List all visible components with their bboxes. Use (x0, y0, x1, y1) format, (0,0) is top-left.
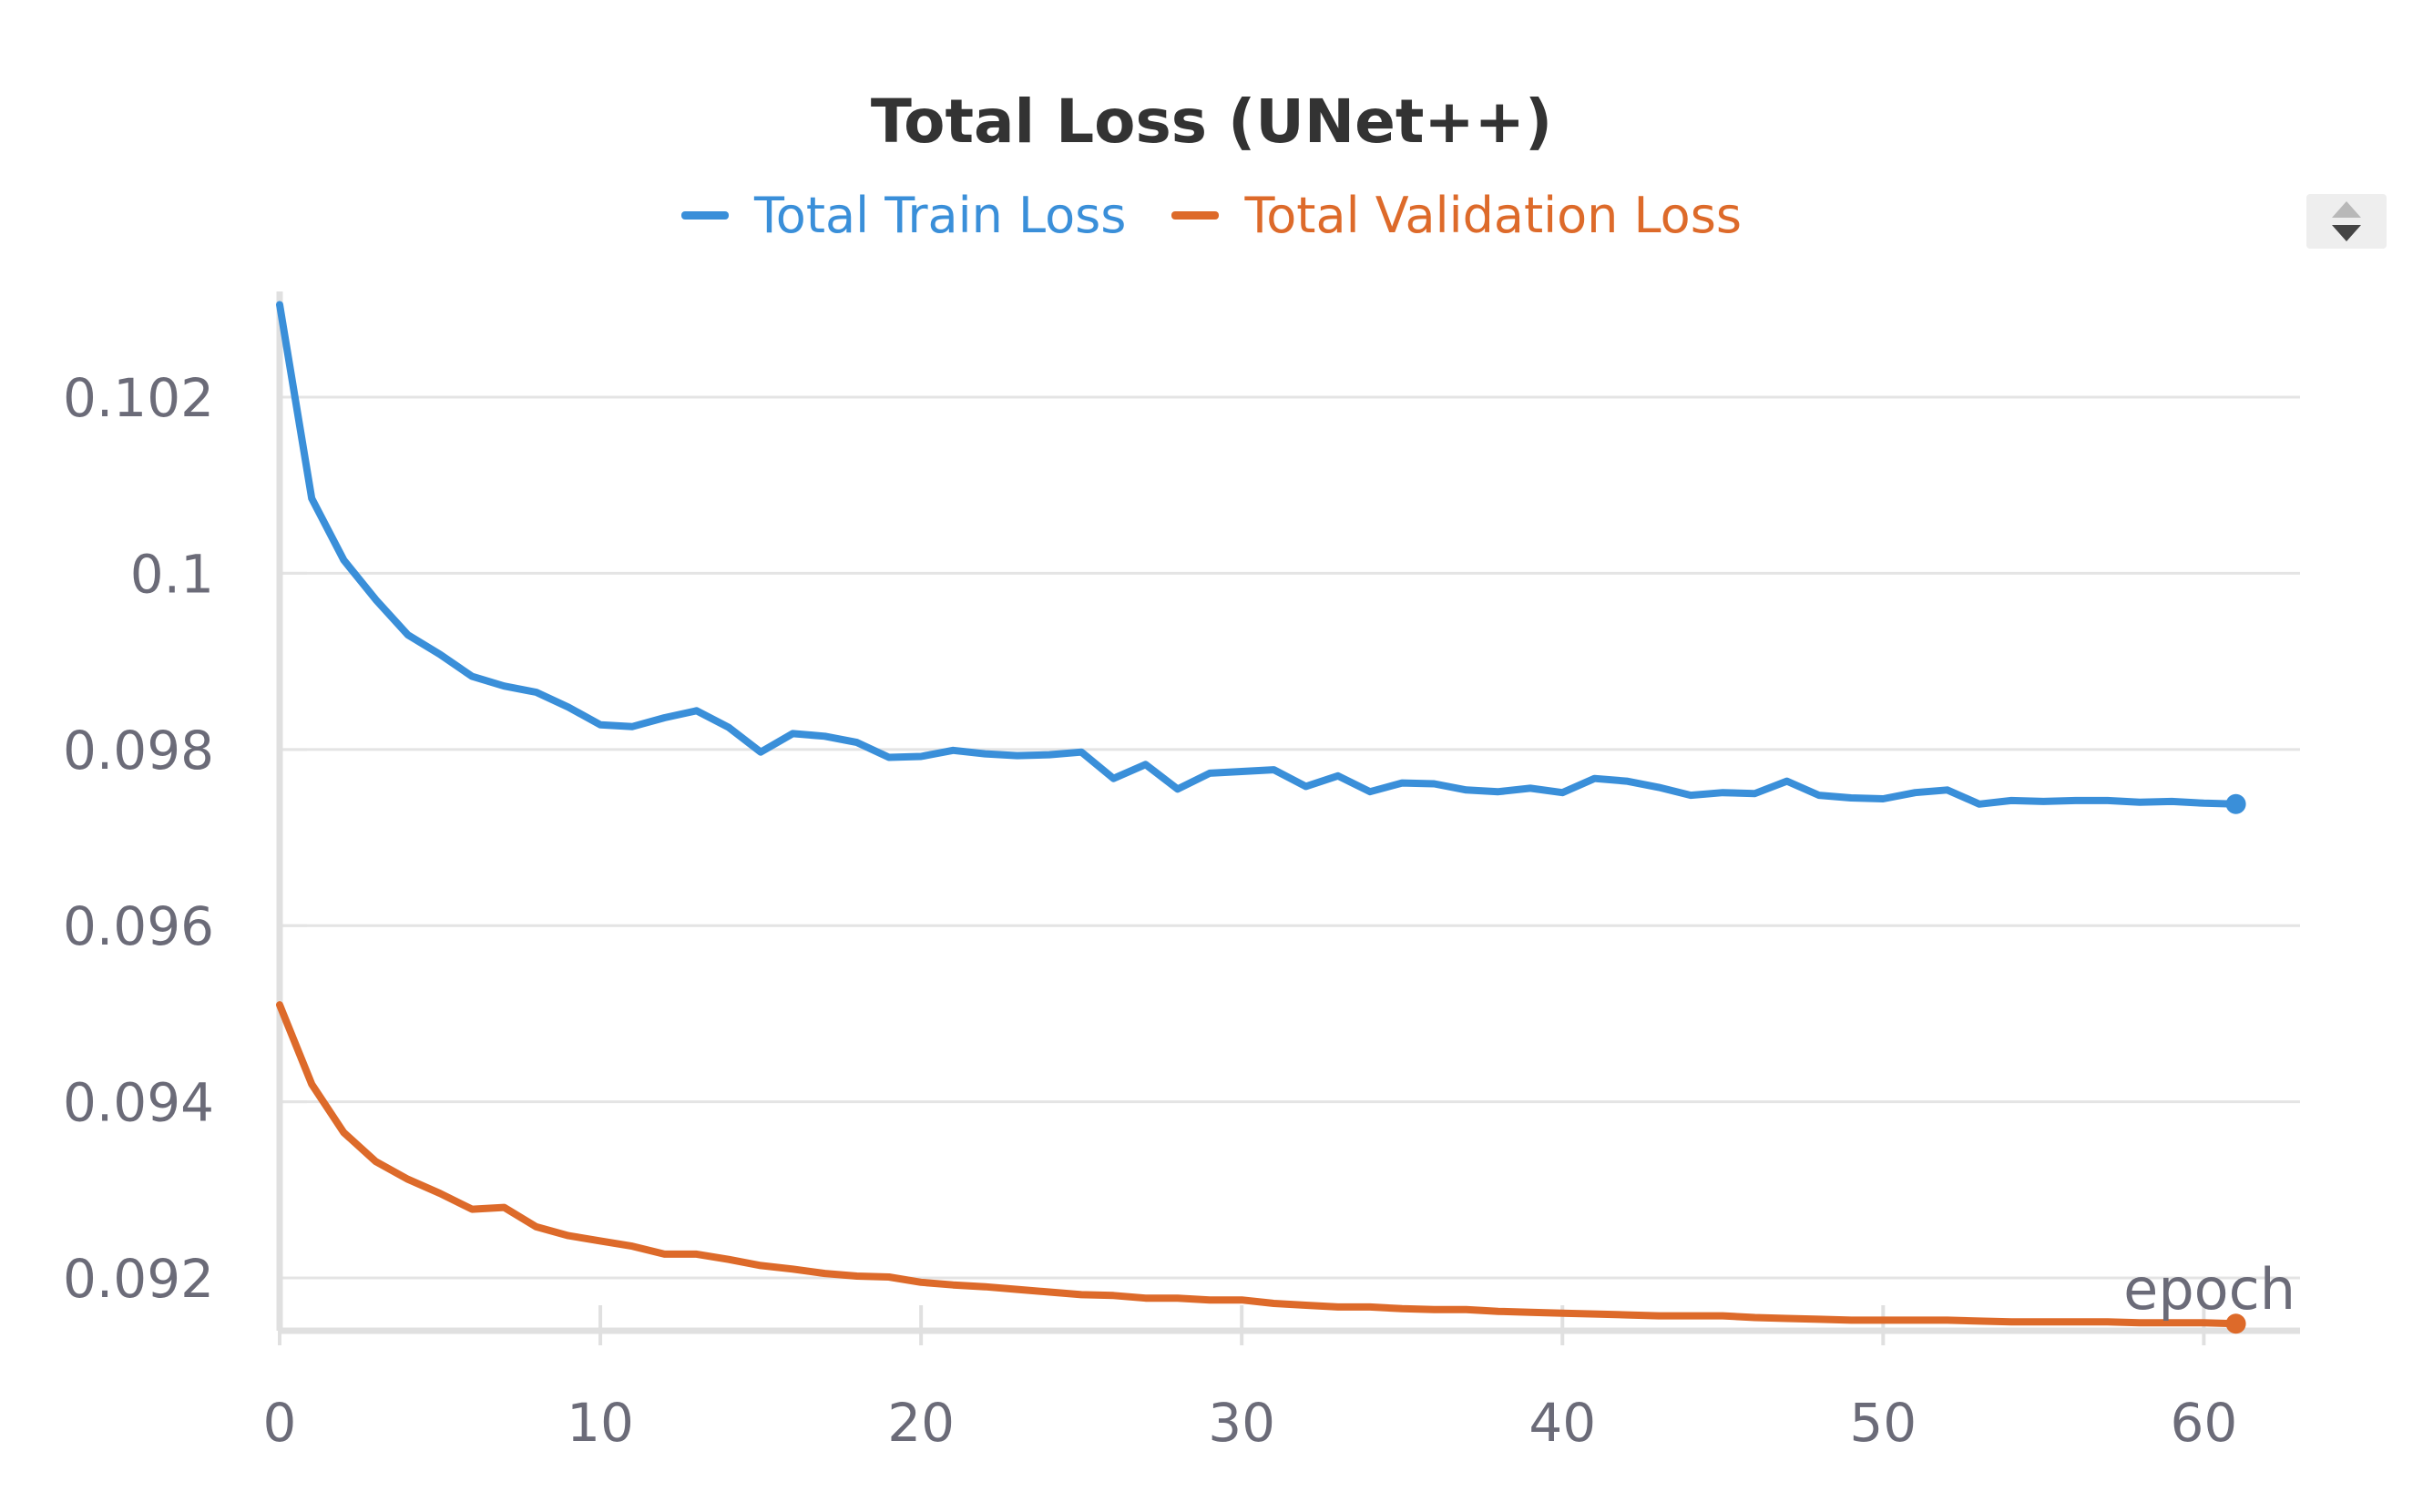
y-tick-label: 0.1 (130, 543, 214, 605)
triangle-up-icon[interactable] (2332, 201, 2361, 218)
x-tick-label: 0 (263, 1392, 297, 1454)
x-tick-label: 40 (1528, 1392, 1596, 1454)
legend-label-train: Total Train Loss (753, 187, 1127, 244)
legend-swatch-train (680, 211, 729, 220)
axes (276, 291, 2300, 1334)
legend-swatch-validation (1171, 211, 1220, 220)
triangle-down-icon[interactable] (2332, 225, 2361, 241)
gridlines (280, 395, 2300, 1280)
legend-item-train[interactable]: Total Train Loss (680, 187, 1127, 244)
y-tick-label: 0.102 (63, 367, 214, 429)
y-tick-label: 0.098 (63, 720, 214, 782)
y-tick-label: 0.092 (63, 1248, 214, 1310)
x-tick-label: 50 (1849, 1392, 1917, 1454)
legend-item-validation[interactable]: Total Validation Loss (1171, 187, 1742, 244)
x-axis-label: epoch (2123, 1256, 2295, 1323)
y-tick-labels: 0.092 0.094 0.096 0.098 0.1 0.102 (63, 367, 214, 1310)
x-tick-label: 30 (1208, 1392, 1275, 1454)
chart-title: Total Loss (UNet++) (870, 87, 1553, 157)
x-tick-label: 20 (887, 1392, 955, 1454)
x-tick-label: 60 (2170, 1392, 2237, 1454)
y-tick-label: 0.094 (63, 1072, 214, 1134)
x-tick-labels: 0 10 20 30 40 50 60 (263, 1305, 2237, 1454)
y-tick-label: 0.096 (63, 895, 214, 957)
series-line-0[interactable] (276, 301, 2240, 808)
series-end-point-1[interactable] (2225, 1313, 2246, 1334)
legend: Total Train Loss Total Validation Loss (0, 187, 2423, 244)
series-lines (276, 301, 2246, 1334)
x-tick-label: 10 (567, 1392, 634, 1454)
legend-label-validation: Total Validation Loss (1244, 187, 1742, 244)
series-end-point-0[interactable] (2225, 793, 2246, 814)
series-line-1[interactable] (276, 1001, 2240, 1328)
legend-scroll-control[interactable] (2306, 194, 2387, 249)
